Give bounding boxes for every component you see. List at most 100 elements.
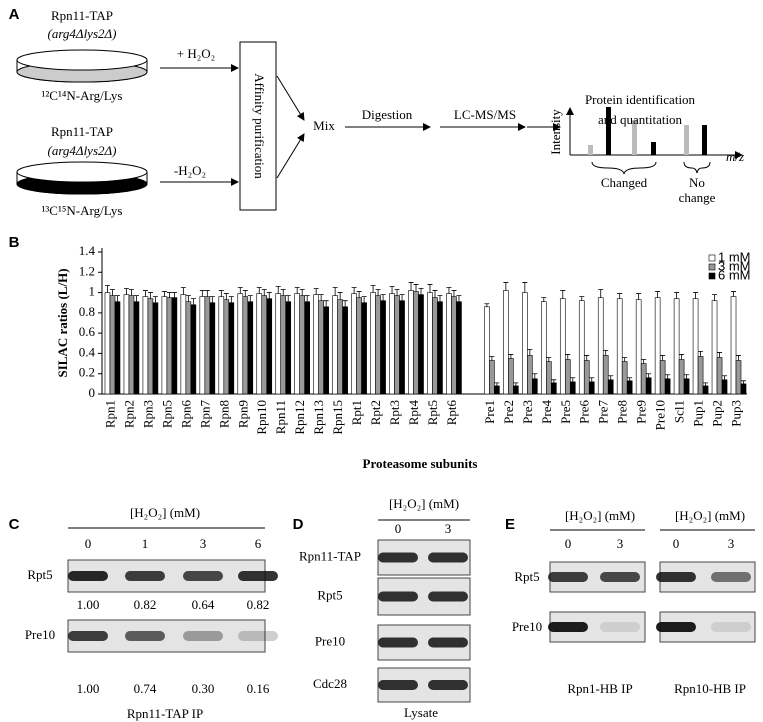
error-bar [323, 300, 329, 307]
bar [522, 292, 528, 395]
error-bar [684, 374, 690, 379]
error-bar [204, 290, 210, 297]
bar [285, 301, 292, 395]
bar [626, 380, 633, 395]
treatment: -H₂O₂ [174, 163, 206, 178]
y-tick-label: 0.6 [79, 324, 96, 339]
bar [180, 294, 187, 395]
bar [318, 300, 324, 395]
x-tick-label: Pre10 [653, 400, 668, 430]
bar [559, 298, 566, 395]
x-tick-label: Pup3 [728, 400, 743, 427]
bar [332, 295, 338, 395]
step: LC-MS/MS [454, 107, 516, 122]
error-bar [722, 375, 728, 380]
error-bar [736, 355, 742, 361]
content: A Rpn11-TAP (arg4Δlys2Δ) ¹²C¹⁴N-Arg/Lys Rpn1… [9, 6, 756, 721]
error-bar [484, 303, 490, 307]
x-tick-label: Scl1 [672, 400, 687, 423]
bar [597, 297, 604, 395]
band [428, 591, 468, 602]
bar [730, 296, 737, 395]
error-bar [199, 290, 205, 297]
bar [508, 358, 514, 395]
bar [304, 301, 310, 395]
quantitation: 0.82 [247, 597, 270, 612]
error-bar [351, 287, 357, 294]
bar [166, 297, 173, 395]
x-tick-label: Rpn1 [102, 400, 117, 428]
error-bar [299, 289, 305, 296]
error-bar [389, 286, 395, 294]
error-bar [190, 298, 196, 305]
x-tick-label: Rpt5 [425, 400, 440, 425]
band [428, 637, 468, 648]
strain: Rpn11-TAP [51, 124, 113, 139]
bar [697, 356, 704, 395]
error-bar [332, 287, 338, 296]
error-bar [494, 382, 500, 386]
error-bar [608, 375, 614, 380]
error-bar [237, 287, 243, 294]
bar [494, 385, 500, 395]
bar [532, 378, 538, 395]
bar [399, 300, 405, 395]
bar [484, 306, 490, 395]
bar [541, 301, 547, 395]
group-label: Changed [601, 175, 648, 190]
x-tick-label: Rpn11 [273, 400, 288, 434]
bar [361, 302, 367, 395]
bar [209, 302, 216, 395]
bar [513, 385, 519, 395]
bar [616, 298, 623, 395]
error-bar [218, 290, 224, 297]
bar [446, 293, 452, 395]
band [125, 631, 165, 641]
band [428, 552, 468, 563]
y-tick-label: 1 [89, 284, 96, 299]
bar [389, 293, 395, 395]
band [711, 572, 751, 582]
row-label: Rpt5 [27, 567, 52, 582]
bar [109, 295, 116, 395]
group-label: change [679, 190, 716, 205]
error-bar [247, 295, 253, 302]
error-bar [294, 287, 300, 294]
bar [342, 306, 348, 395]
legend-swatch [708, 254, 716, 262]
bar [223, 299, 230, 395]
band [238, 571, 278, 581]
error-bar [627, 377, 633, 381]
error-bar [185, 295, 191, 302]
x-tick-label: Pup2 [710, 400, 725, 427]
x-tick-label: Pre7 [596, 400, 611, 424]
legend-swatch [708, 263, 716, 271]
bar [546, 361, 552, 395]
lane-label: 0 [673, 536, 680, 551]
error-bar [128, 289, 134, 296]
row-label: Cdc28 [313, 676, 347, 691]
x-tick-label: Pre8 [615, 400, 630, 424]
error-bar [489, 356, 495, 361]
error-bar [114, 295, 120, 302]
lane-label: 0 [565, 536, 572, 551]
quantitation: 0.74 [134, 681, 157, 696]
error-bar [380, 294, 386, 301]
error-bar [617, 293, 623, 299]
band [656, 622, 696, 632]
bar [654, 297, 661, 395]
error-bar [375, 289, 381, 296]
bar [161, 296, 168, 395]
error-bar [665, 374, 671, 379]
error-bar [342, 300, 348, 307]
x-tick-label: Rpn10 [254, 400, 269, 435]
panel-label: C [9, 516, 20, 533]
lane-label: 6 [255, 536, 262, 551]
bar [503, 290, 509, 395]
treatment: + H₂O₂ [177, 46, 215, 61]
x-tick-label: Rpt2 [368, 400, 383, 425]
error-bar [223, 293, 229, 300]
error-bar [598, 289, 604, 298]
bar [375, 295, 381, 395]
lane-label: 3 [200, 536, 207, 551]
